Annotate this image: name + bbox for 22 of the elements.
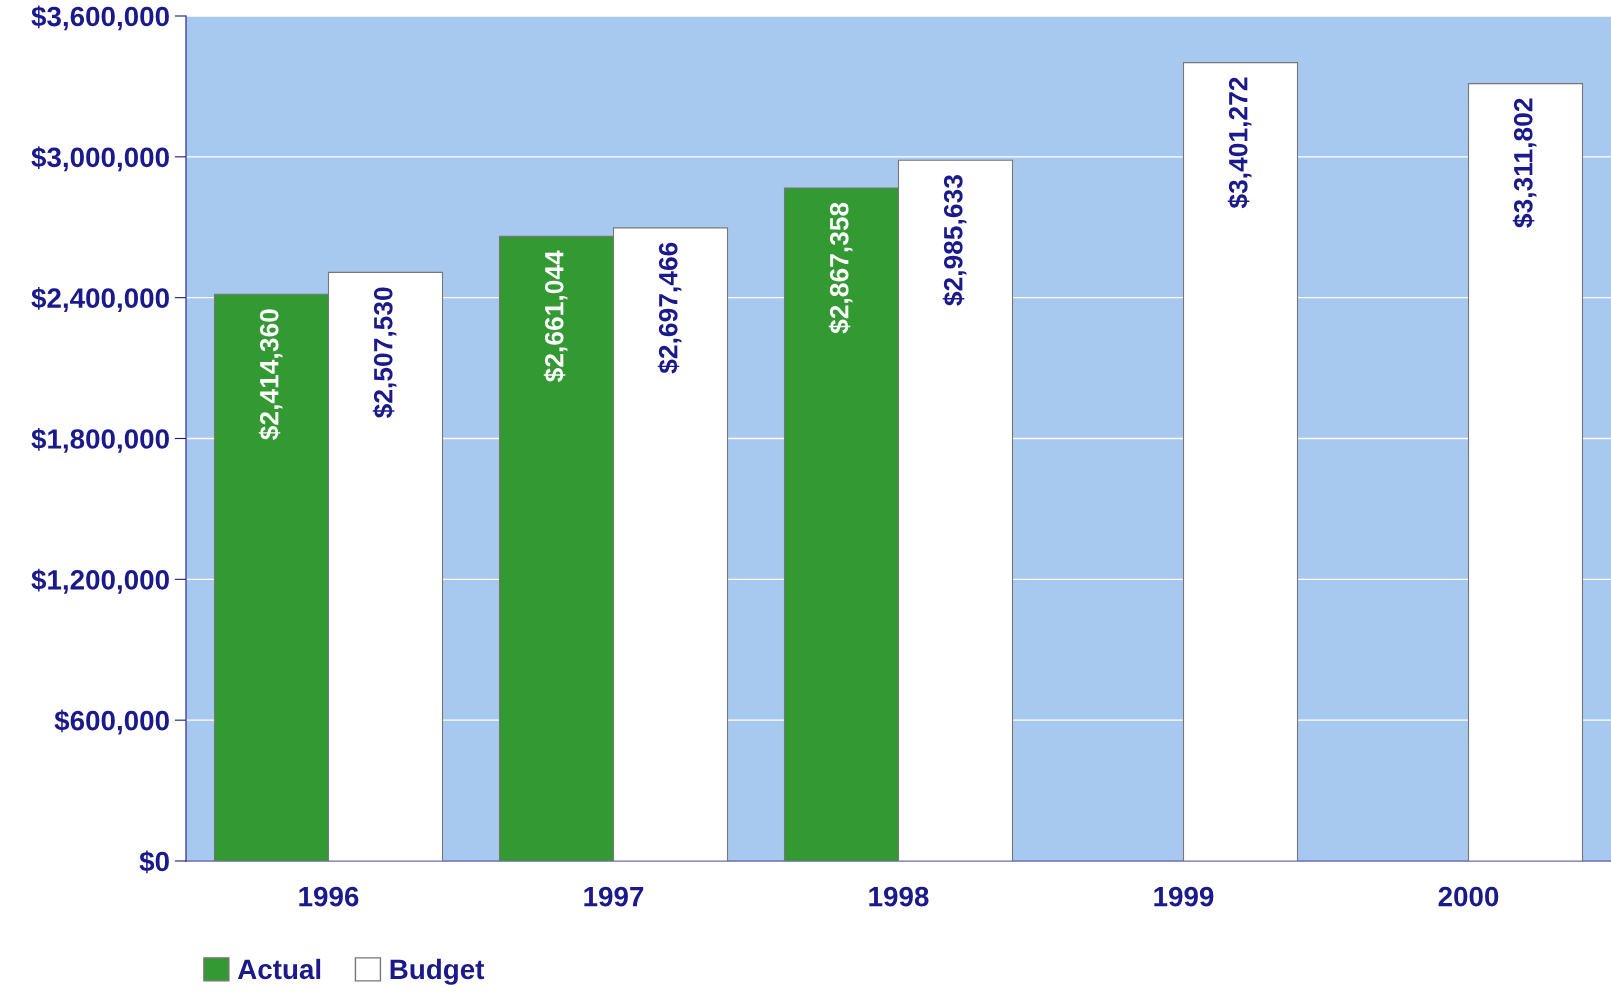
y-tick-label: $1,200,000: [31, 568, 169, 594]
data-label: $2,507,530: [372, 287, 397, 419]
y-tick-label: $3,000,000: [31, 146, 169, 172]
x-tick-label: 1998: [869, 886, 929, 907]
data-label: $3,401,272: [1227, 77, 1252, 209]
y-tick-label: $1,800,000: [31, 427, 169, 453]
data-label: $2,697,466: [657, 242, 682, 374]
data-label: $2,661,044: [543, 250, 568, 382]
x-tick-label: 1996: [299, 886, 359, 907]
y-tick-label: $0: [139, 850, 169, 874]
legend-label: Actual: [237, 958, 321, 980]
y-tick-label: $600,000: [54, 709, 169, 735]
x-tick-label: 2000: [1438, 886, 1499, 907]
data-label: $2,985,633: [942, 175, 967, 306]
y-tick-label: $2,400,000: [31, 287, 169, 313]
x-tick-label: 1997: [584, 886, 644, 907]
data-label: $3,311,802: [1512, 98, 1537, 228]
data-label: $2,414,360: [258, 309, 283, 440]
legend-label: Budget: [390, 958, 485, 985]
y-tick-label: $3,600,000: [31, 5, 169, 31]
data-label: $2,867,358: [828, 202, 853, 334]
x-tick-label: 1999: [1154, 886, 1214, 907]
